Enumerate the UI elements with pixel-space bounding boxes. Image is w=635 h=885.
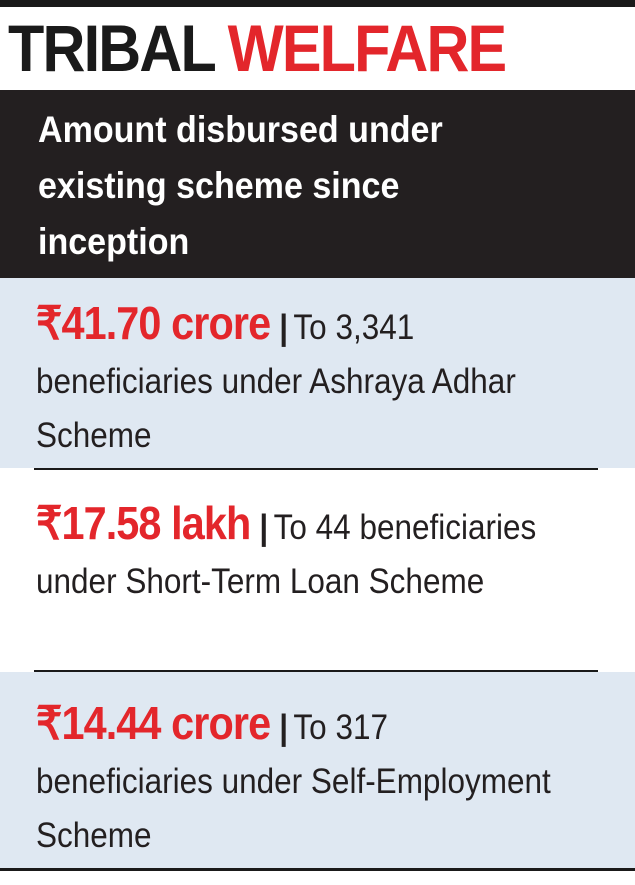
entry-lead: To 3,341 [293,308,415,347]
entry-description: beneficiaries under Self-Employment Sche… [36,762,551,855]
divider [34,468,598,470]
subtitle-panel [0,90,635,278]
entry-band-2 [0,470,635,670]
entry-1: ₹41.70 crore | To 3,341 beneficiaries unde… [36,296,558,463]
subtitle: Amount disbursed under existing scheme s… [38,109,443,262]
headline-word-tribal: TRIBAL [8,11,217,85]
top-rule [0,0,635,7]
bottom-rule [0,868,635,871]
entry-separator: | [279,708,289,747]
entry-amount: ₹17.58 lakh [36,497,251,549]
entry-description: beneficiaries under Ashraya Adhar Scheme [36,362,516,455]
entry-band-1 [0,278,635,468]
entry-2: ₹17.58 lakh | To 44 beneficiaries under Sh… [36,496,558,609]
entry-band-3 [0,672,635,868]
headline: TRIBAL WELFARE [8,8,508,88]
entry-separator: | [259,508,269,547]
divider [34,670,598,672]
entry-separator: | [279,308,289,347]
entry-amount: ₹14.44 crore [36,697,271,749]
entry-description: beneficiaries under Short-Term Loan Sche… [36,508,537,601]
entry-amount: ₹41.70 crore [36,297,271,349]
entry-lead: To 317 [293,708,389,747]
headline-word-welfare: WELFARE [227,11,508,85]
entry-lead: To 44 [273,508,351,547]
entry-3: ₹14.44 crore | To 317 beneficiaries under … [36,696,558,863]
